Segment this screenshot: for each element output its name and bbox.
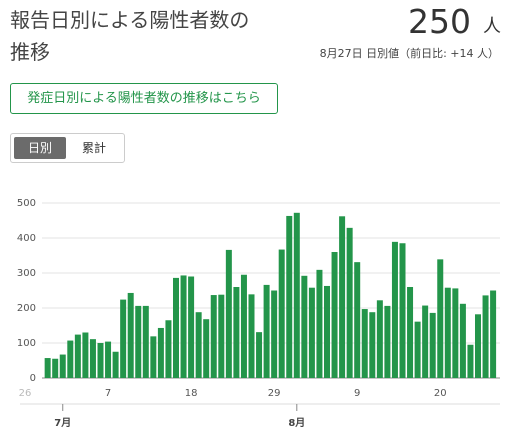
bar bbox=[271, 290, 278, 378]
bar bbox=[165, 320, 172, 378]
bar bbox=[142, 305, 149, 378]
bar bbox=[459, 303, 466, 378]
bar bbox=[467, 344, 474, 378]
count: 250 bbox=[408, 2, 471, 41]
bar bbox=[203, 319, 210, 378]
bar bbox=[407, 287, 414, 378]
bar bbox=[52, 358, 59, 378]
bar bbox=[278, 249, 285, 378]
bar bbox=[376, 300, 383, 378]
bar bbox=[482, 295, 489, 378]
bar bbox=[346, 227, 353, 378]
toggle-option[interactable]: 日別 bbox=[14, 137, 66, 159]
bar bbox=[414, 321, 421, 378]
bar bbox=[112, 351, 119, 378]
bar bbox=[210, 295, 217, 378]
bar bbox=[150, 336, 157, 378]
bar bbox=[263, 284, 270, 378]
bar bbox=[248, 294, 255, 378]
bar bbox=[188, 276, 195, 378]
y-tick-label: 300 bbox=[17, 268, 36, 279]
bar bbox=[120, 299, 127, 378]
y-tick-label: 200 bbox=[17, 303, 36, 314]
month-label: 8月 bbox=[288, 417, 305, 429]
bar bbox=[444, 287, 451, 378]
bar bbox=[59, 354, 66, 378]
bar bbox=[233, 287, 240, 378]
bar bbox=[89, 339, 96, 378]
month-label: 7月 bbox=[54, 417, 71, 429]
x-tick-label: 9 bbox=[354, 388, 360, 399]
bar bbox=[82, 332, 89, 378]
bar bbox=[67, 340, 74, 378]
bar bbox=[361, 309, 368, 378]
bar bbox=[391, 241, 398, 378]
bar bbox=[354, 262, 361, 378]
bar bbox=[173, 277, 179, 378]
bar bbox=[437, 259, 444, 378]
bar bbox=[180, 275, 187, 378]
y-tick-label: 100 bbox=[17, 338, 36, 349]
bar bbox=[316, 269, 323, 378]
bar bbox=[339, 216, 346, 378]
bar bbox=[331, 252, 338, 378]
link-button[interactable]: 発症日別による陽性者数の推移はこちら bbox=[10, 83, 278, 114]
bar bbox=[384, 305, 391, 378]
note: 8月27日 日別値（前日比: +14 人） bbox=[319, 47, 499, 60]
bar bbox=[195, 312, 202, 378]
bar bbox=[286, 215, 293, 378]
bar bbox=[293, 212, 300, 378]
bar bbox=[490, 290, 497, 378]
bar bbox=[452, 288, 459, 378]
bar bbox=[369, 312, 376, 378]
y-tick-label: 400 bbox=[17, 233, 36, 244]
bar bbox=[105, 341, 112, 378]
x-tick-label: 20 bbox=[434, 388, 447, 399]
x-tick-label: 18 bbox=[185, 388, 198, 399]
count-unit: 人 bbox=[483, 16, 501, 37]
bar bbox=[308, 287, 315, 378]
toggle-option[interactable]: 累計 bbox=[81, 141, 106, 155]
bar bbox=[324, 285, 330, 378]
bar bbox=[74, 334, 81, 378]
bar bbox=[256, 332, 263, 378]
bar bbox=[218, 294, 225, 378]
bar bbox=[429, 312, 436, 378]
bar bbox=[225, 249, 232, 378]
bar bbox=[240, 274, 247, 378]
x-tick-label: 26 bbox=[19, 388, 32, 399]
bar bbox=[157, 327, 164, 378]
x-tick-label: 7 bbox=[105, 388, 111, 399]
x-tick-label: 29 bbox=[268, 388, 281, 399]
y-tick-label: 0 bbox=[30, 373, 36, 384]
bar bbox=[475, 314, 481, 378]
bar bbox=[399, 243, 406, 378]
bar bbox=[301, 275, 308, 378]
bar bbox=[127, 292, 134, 378]
title: 報告日別による陽性者数の推移 bbox=[10, 8, 250, 64]
bar bbox=[97, 343, 104, 378]
bar bbox=[422, 305, 429, 378]
bar bbox=[44, 358, 51, 378]
toggle: 日別 累計 bbox=[10, 133, 125, 163]
bar bbox=[135, 305, 142, 378]
y-tick-label: 500 bbox=[17, 198, 36, 209]
